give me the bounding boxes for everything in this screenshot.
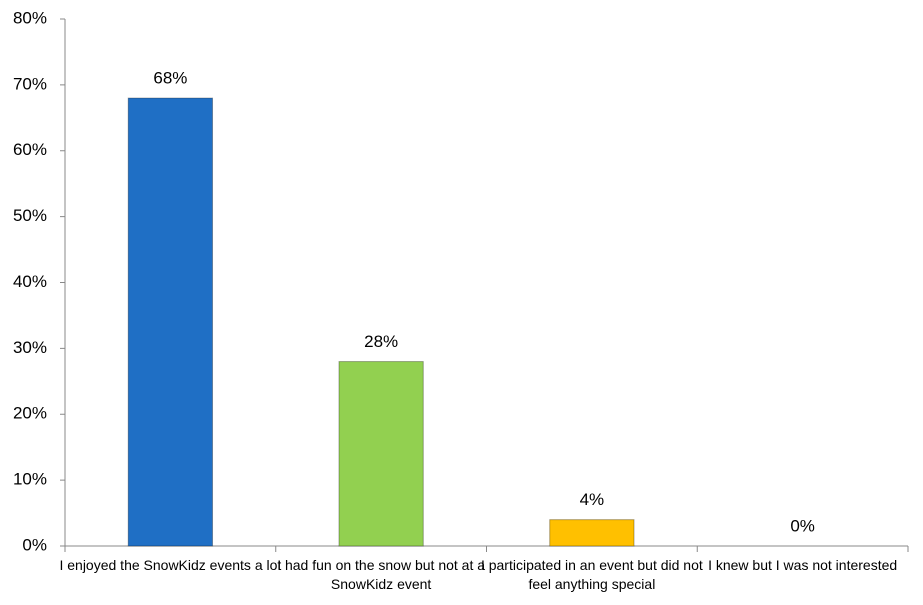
y-tick-label: 10%	[13, 470, 47, 489]
data-label: 28%	[364, 332, 398, 351]
y-tick-label: 30%	[13, 338, 47, 357]
y-tick-label: 60%	[13, 140, 47, 159]
x-tick-label: I had fun on the snow but not at a SnowK…	[277, 557, 486, 592]
bar	[338, 361, 424, 547]
bar	[127, 97, 214, 547]
x-tick-label: I enjoyed the SnowKidz events a lot	[59, 557, 282, 573]
y-tick-label: 70%	[13, 74, 47, 93]
data-label: 4%	[580, 490, 605, 509]
x-tick-label: I participated in an event but did not f…	[480, 557, 703, 592]
y-tick-label: 50%	[13, 206, 47, 225]
x-tick-label: I knew but I was not interested	[708, 557, 898, 573]
y-tick-label: 40%	[13, 272, 47, 291]
y-tick-label: 0%	[22, 535, 47, 554]
data-label: 68%	[153, 69, 187, 88]
bar	[549, 519, 635, 547]
data-label: 0%	[790, 516, 815, 535]
y-tick-label: 20%	[13, 404, 47, 423]
y-tick-label: 80%	[13, 8, 47, 27]
